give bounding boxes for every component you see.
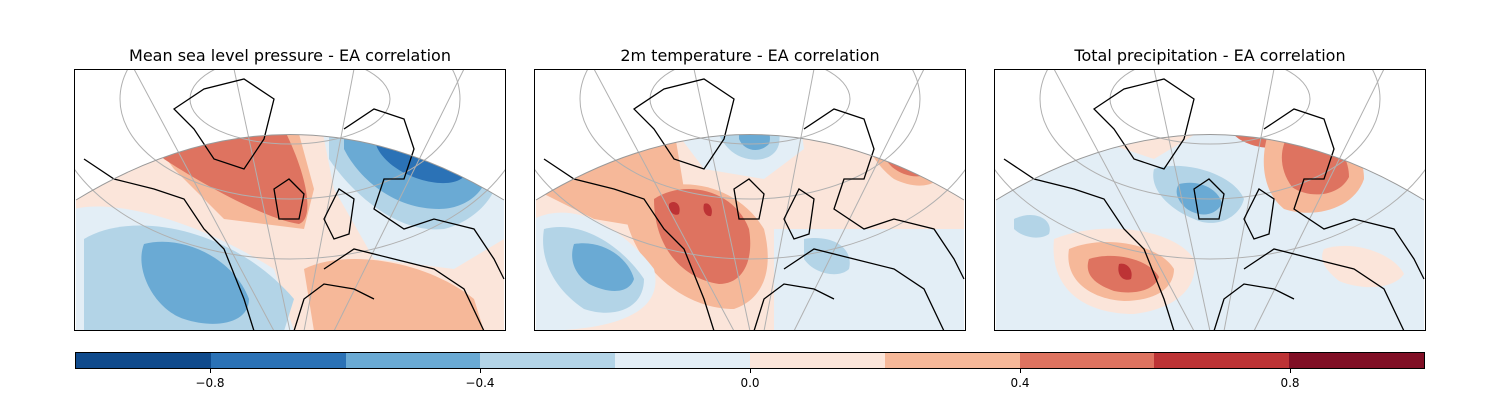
colorbar-tick — [750, 369, 751, 373]
coastlines — [83, 78, 505, 331]
map-frame — [74, 69, 506, 331]
colorbar-segment — [1289, 353, 1424, 368]
domain-arc — [535, 134, 965, 201]
colorbar-segment — [615, 353, 750, 368]
colorbar-segment — [1154, 353, 1290, 368]
colorbar-segment — [345, 353, 481, 368]
coastlines — [1003, 78, 1425, 331]
contour-regions — [536, 134, 964, 331]
colorbar-segment — [480, 353, 616, 368]
panel-title: Mean sea level pressure - EA correlation — [129, 46, 451, 65]
colorbar-segment — [884, 353, 1020, 368]
colorbar-tick — [1290, 369, 1291, 373]
map-frame — [994, 69, 1426, 331]
colorbar-tick-label: −0.4 — [465, 376, 495, 390]
map-frame — [534, 69, 966, 331]
correlation-field — [996, 134, 1424, 331]
colorbar-segment — [749, 353, 885, 368]
panel-title: Total precipitation - EA correlation — [1074, 46, 1346, 65]
coastlines — [543, 78, 965, 331]
domain-arc — [995, 134, 1425, 201]
map-panel-mslp — [74, 69, 506, 331]
colorbar-tick — [480, 369, 481, 373]
graticule — [994, 69, 1426, 331]
colorbar — [75, 352, 1425, 369]
colorbar-tick-label: 0.8 — [1280, 376, 1300, 390]
colorbar-segment — [1019, 353, 1155, 368]
colorbar-tick-label: 0.4 — [1010, 376, 1030, 390]
colorbar-tick — [1020, 369, 1021, 373]
map-panel-t2m — [534, 69, 966, 331]
graticule — [534, 69, 966, 331]
colorbar-tick-label: −0.8 — [195, 376, 225, 390]
colorbar-tick — [210, 369, 211, 373]
colorbar-segment — [210, 353, 346, 368]
colorbar-segment — [76, 353, 211, 368]
map-panel-tp — [994, 69, 1426, 331]
domain-arc — [75, 134, 505, 201]
panel-title: 2m temperature - EA correlation — [620, 46, 880, 65]
colorbar-tick-label: 0.0 — [740, 376, 760, 390]
